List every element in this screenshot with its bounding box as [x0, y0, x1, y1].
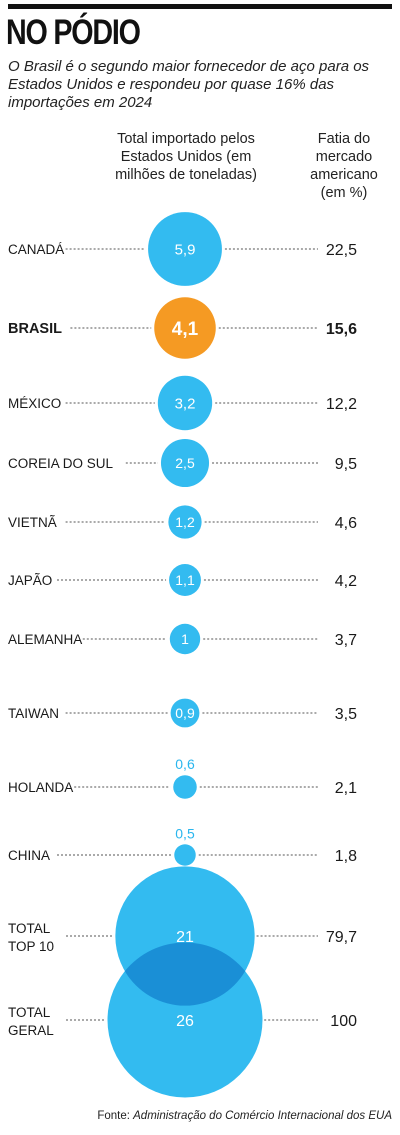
value-label-taiwan: 0,9: [175, 705, 195, 721]
bubble-canada: [148, 212, 222, 286]
share-label-coreia-do-sul: 9,5: [335, 456, 357, 473]
share-label-total-top10: 79,7: [326, 929, 357, 946]
category-label-total-geral-line2: GERAL: [8, 1023, 54, 1038]
value-label-total-geral: 26: [176, 1013, 194, 1030]
source-prefix: Fonte:: [97, 1110, 134, 1122]
bubble-brasil: [154, 297, 216, 359]
category-label-holanda: HOLANDA: [8, 780, 73, 795]
category-label-coreia-do-sul: COREIA DO SUL: [8, 456, 114, 471]
bubble-holanda: [173, 775, 197, 799]
category-label-alemanha: ALEMANHA: [8, 632, 82, 647]
share-label-china: 1,8: [335, 848, 357, 865]
page-title: NO PÓDIO: [6, 13, 141, 52]
category-label-total-top10-line1: TOTAL: [8, 921, 51, 936]
share-label-canada: 22,5: [326, 242, 357, 259]
share-label-taiwan: 3,5: [335, 706, 357, 723]
value-label-coreia-do-sul: 2,5: [175, 455, 195, 471]
category-label-japao: JAPÃO: [8, 573, 52, 588]
value-label-china: 0,5: [175, 825, 195, 841]
source-note: Fonte: Administração do Comércio Interna…: [97, 1110, 392, 1122]
column-header-share: Fatia do mercado americano (em %): [310, 131, 378, 201]
bubble-coreia-do-sul: [160, 438, 210, 488]
bubble-japao: [169, 564, 201, 596]
value-label-holanda: 0,6: [175, 756, 195, 772]
category-label-canada: CANADÁ: [8, 242, 64, 257]
bubble-mexico: [157, 375, 213, 431]
value-label-total-top10: 21: [176, 929, 194, 946]
value-label-canada: 5,9: [175, 241, 196, 258]
source-name: Administração do Comércio Internacional …: [133, 1110, 392, 1122]
page-subtitle: O Brasil é o segundo maior fornecedor de…: [8, 58, 370, 111]
top-rule: [8, 4, 392, 9]
category-label-mexico: MÉXICO: [8, 396, 61, 411]
value-label-japao: 1,1: [175, 572, 195, 588]
category-label-china: CHINA: [8, 848, 50, 863]
value-label-alemanha: 1: [181, 631, 189, 647]
share-label-brasil: 15,6: [326, 321, 357, 338]
category-label-taiwan: TAIWAN: [8, 706, 59, 721]
bubble-taiwan: [170, 698, 200, 728]
share-label-alemanha: 3,7: [335, 632, 357, 649]
column-header-imported: Total importado pelos Estados Unidos (em…: [115, 131, 257, 183]
bubble-overlap: [124, 942, 246, 1006]
share-label-mexico: 12,2: [326, 396, 357, 413]
value-label-vietna: 1,2: [175, 514, 195, 530]
bubble-vietna: [168, 505, 202, 539]
share-label-holanda: 2,1: [335, 780, 357, 797]
share-label-total-geral: 100: [330, 1013, 357, 1030]
category-label-total-geral-line1: TOTAL: [8, 1005, 51, 1020]
category-label-total-top10-line2: TOP 10: [8, 939, 54, 954]
value-label-mexico: 3,2: [175, 395, 196, 412]
bubble-china: [174, 844, 196, 866]
category-label-vietna: VIETNÃ: [8, 515, 57, 530]
share-label-japao: 4,2: [335, 573, 357, 590]
value-label-brasil: 4,1: [172, 319, 199, 340]
bubble-alemanha: [169, 623, 201, 655]
category-label-brasil: BRASIL: [8, 321, 62, 337]
share-label-vietna: 4,6: [335, 515, 357, 532]
